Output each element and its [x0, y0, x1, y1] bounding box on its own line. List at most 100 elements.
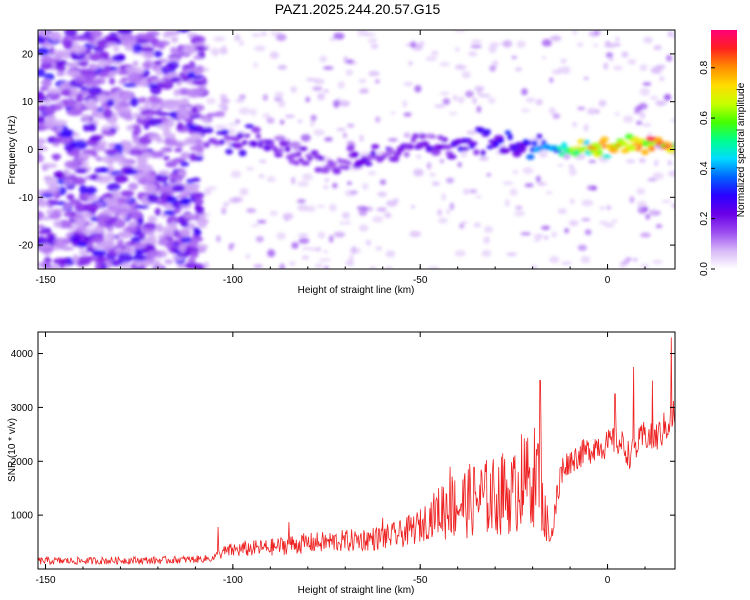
heatmap-cell — [537, 181, 547, 187]
heatmap-cell — [183, 213, 197, 219]
heatmap-cell — [246, 208, 257, 213]
heatmap-cell — [180, 197, 191, 206]
heatmap-cell — [370, 43, 379, 50]
heatmap-cell — [515, 205, 523, 210]
heatmap-cell — [102, 108, 113, 119]
heatmap-cell — [186, 118, 194, 126]
heatmap-cell — [53, 257, 69, 266]
heatmap-cell — [296, 151, 302, 157]
heatmap-cell — [38, 230, 48, 235]
heatmap-cell — [664, 93, 672, 102]
heatmap-cell — [97, 140, 108, 147]
heatmap-cell — [57, 59, 68, 66]
heatmap-cell — [583, 139, 590, 146]
heatmap-cell — [180, 204, 192, 210]
heatmap-cell — [475, 195, 482, 199]
heatmap-cell — [332, 168, 342, 175]
heatmap-cell — [262, 94, 269, 101]
heatmap-cell — [604, 40, 612, 48]
heatmap-cell — [147, 193, 159, 203]
heatmap-cell — [158, 184, 175, 194]
heatmap-cell — [655, 64, 666, 70]
heatmap-cell — [290, 85, 298, 93]
heatmap-cell — [82, 228, 98, 235]
heatmap-cell — [655, 100, 667, 106]
colorbar-tick-label: 0.8 — [699, 60, 710, 74]
heatmap-cell — [235, 119, 241, 124]
heatmap-cell — [189, 145, 205, 152]
heatmap-cell — [473, 149, 480, 156]
heatmap-cell — [194, 204, 202, 211]
heatmap-cell — [521, 88, 528, 96]
heatmap-cell — [504, 199, 510, 207]
heatmap-cell — [284, 114, 295, 119]
heatmap-cell — [69, 234, 81, 243]
heatmap-cell — [86, 99, 98, 108]
heatmap-cell — [346, 145, 355, 152]
colorbar: 0.0 0.2 0.4 0.6 0.8 Normalized spectral ampl… — [699, 30, 747, 276]
heatmap-cell — [155, 223, 163, 233]
heatmap-cell — [102, 197, 117, 203]
heatmap-cell — [461, 220, 469, 225]
heatmap-cell — [258, 159, 267, 163]
heatmap-cell — [454, 47, 460, 52]
heatmap-cell — [269, 51, 279, 59]
heatmap-cell — [549, 255, 560, 264]
heatmap-cell — [232, 196, 244, 203]
heatmap-cell — [238, 94, 246, 99]
heatmap-cell — [155, 136, 163, 144]
colorbar-scale — [711, 30, 737, 269]
heatmap-cell — [206, 97, 216, 105]
heatmap-cell — [369, 150, 377, 157]
heatmap-cell — [238, 149, 247, 157]
heatmap-cell — [560, 261, 572, 265]
heatmap-cell — [377, 191, 388, 197]
heatmap-cell — [538, 150, 548, 158]
heatmap-cell — [205, 212, 211, 217]
heatmap-cell — [238, 39, 245, 46]
heatmap-cell — [642, 206, 649, 212]
heatmap-cell — [581, 199, 594, 207]
heatmap-cell — [586, 107, 598, 115]
heatmap-cell — [574, 146, 581, 150]
heatmap-cell — [350, 151, 360, 158]
heatmap-cell — [138, 135, 152, 145]
heatmap-cell — [625, 159, 636, 164]
heatmap-cell — [121, 140, 133, 148]
heatmap-cell — [387, 138, 398, 142]
heatmap-cell — [126, 125, 134, 131]
heatmap-cell — [38, 224, 46, 230]
heatmap-cell — [239, 188, 249, 196]
heatmap-cell — [155, 173, 169, 183]
heatmap-cell — [386, 148, 396, 155]
heatmap-cell — [129, 97, 139, 107]
heatmap-cell — [413, 168, 424, 177]
heatmap-cell — [132, 60, 139, 67]
heatmap-cell — [649, 208, 657, 215]
heatmap-cell — [251, 126, 261, 134]
heatmap-cell — [486, 173, 492, 177]
heatmap-cell — [488, 45, 497, 54]
heatmap-cell — [144, 98, 151, 109]
heatmap-cell — [149, 177, 156, 185]
heatmap-cell — [89, 135, 102, 142]
heatmap-cell — [469, 189, 478, 194]
heatmap-cell — [393, 198, 400, 202]
heatmap-cell — [568, 164, 575, 169]
heatmap-cell — [572, 30, 578, 36]
heatmap-cell — [367, 38, 378, 44]
heatmap-cell — [72, 35, 89, 41]
heatmap-cell — [72, 132, 80, 138]
heatmap-cell — [318, 258, 331, 262]
heatmap-cell — [314, 246, 322, 252]
y-tick-label: 20 — [22, 49, 34, 60]
heatmap-cell — [577, 106, 586, 111]
heatmap-cell — [541, 39, 553, 47]
heatmap-cell — [284, 146, 291, 153]
heatmap-cell — [564, 227, 570, 234]
heatmap-cell — [84, 71, 97, 80]
heatmap-cell — [511, 55, 517, 60]
heatmap-cell — [667, 31, 672, 37]
heatmap-cell — [177, 170, 186, 177]
